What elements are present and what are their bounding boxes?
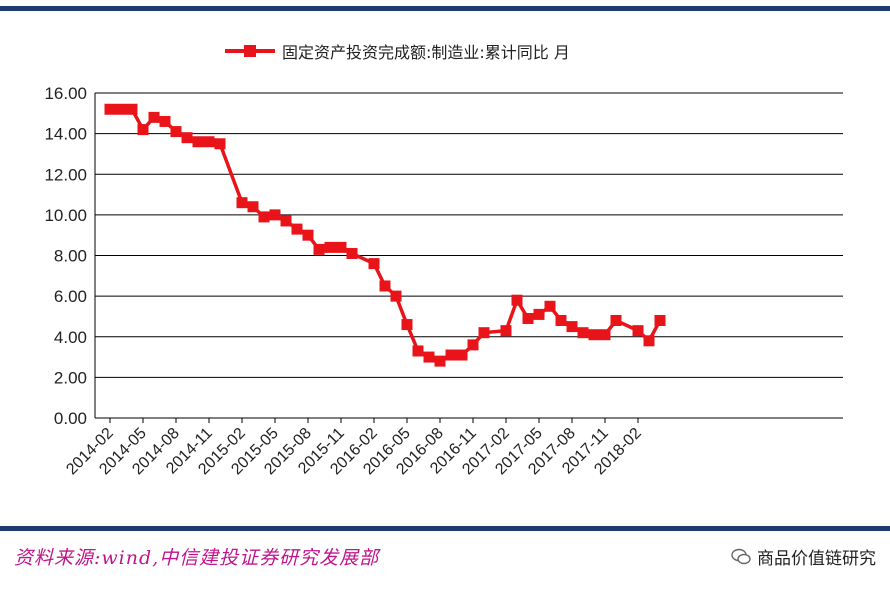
grid-lines bbox=[95, 92, 843, 378]
series-markers bbox=[104, 103, 666, 367]
data-point bbox=[269, 209, 281, 221]
data-point bbox=[456, 349, 468, 361]
data-point bbox=[247, 201, 259, 213]
data-point bbox=[302, 229, 314, 241]
y-tick-label: 6.00 bbox=[54, 287, 87, 306]
y-tick-label: 4.00 bbox=[54, 328, 87, 347]
line-chart: 0.00 2.00 4.00 6.00 8.00 10.00 12.00 14.00 16.00… bbox=[44, 43, 843, 479]
data-point bbox=[566, 321, 578, 333]
data-point bbox=[181, 132, 193, 144]
brand-label: 商品价值链研究 bbox=[731, 544, 876, 569]
data-point bbox=[324, 241, 336, 253]
data-point bbox=[368, 258, 380, 270]
y-tick-label: 12.00 bbox=[44, 165, 87, 184]
y-tick-label: 14.00 bbox=[44, 125, 87, 144]
y-tick-label: 16.00 bbox=[44, 84, 87, 103]
data-point bbox=[170, 126, 182, 138]
data-point bbox=[137, 124, 149, 136]
y-tick-label: 8.00 bbox=[54, 247, 87, 266]
x-tick-labels: 2014-022014-052014-082014-112015-022015-… bbox=[63, 425, 645, 479]
data-point bbox=[412, 345, 424, 357]
chat-bubble-icon bbox=[731, 548, 751, 565]
data-point bbox=[192, 136, 204, 148]
data-point bbox=[313, 243, 325, 255]
data-point bbox=[588, 329, 600, 341]
top-rule bbox=[0, 6, 890, 11]
data-point bbox=[544, 300, 556, 312]
data-point bbox=[236, 197, 248, 209]
data-point bbox=[390, 290, 402, 302]
data-point bbox=[335, 241, 347, 253]
data-point bbox=[533, 308, 545, 320]
data-point bbox=[599, 329, 611, 341]
data-point bbox=[203, 136, 215, 148]
data-point bbox=[214, 138, 226, 150]
data-point bbox=[104, 103, 116, 115]
source-note: 资料来源:wind,中信建投证券研究发展部 bbox=[14, 547, 380, 569]
data-point bbox=[500, 325, 512, 337]
legend: 固定资产投资完成额:制造业:累计同比 月 bbox=[225, 43, 570, 62]
y-tick-labels: 0.00 2.00 4.00 6.00 8.00 10.00 12.00 14.00 16.00 bbox=[44, 84, 87, 428]
data-point bbox=[423, 351, 435, 363]
data-point bbox=[291, 223, 303, 235]
data-point bbox=[577, 327, 589, 339]
data-point bbox=[478, 327, 490, 339]
data-point bbox=[159, 115, 171, 127]
data-point bbox=[346, 247, 358, 259]
data-point bbox=[632, 325, 644, 337]
data-point bbox=[467, 339, 479, 351]
data-point bbox=[115, 103, 127, 115]
data-point bbox=[401, 319, 413, 331]
data-point bbox=[148, 111, 160, 123]
data-point bbox=[555, 315, 567, 326]
axes bbox=[94, 93, 843, 423]
y-tick-label: 2.00 bbox=[54, 368, 87, 387]
data-point bbox=[643, 335, 655, 347]
data-point bbox=[280, 215, 292, 227]
legend-marker-swatch bbox=[244, 45, 256, 57]
data-point bbox=[511, 294, 523, 306]
data-point bbox=[654, 315, 666, 326]
brand-text: 商品价值链研究 bbox=[757, 549, 876, 569]
y-tick-label: 0.00 bbox=[54, 409, 87, 428]
data-point bbox=[258, 211, 270, 223]
data-point bbox=[610, 315, 622, 326]
legend-label: 固定资产投资完成额:制造业:累计同比 月 bbox=[282, 43, 570, 62]
y-tick-label: 10.00 bbox=[44, 206, 87, 225]
data-point bbox=[434, 355, 446, 367]
data-point bbox=[522, 312, 534, 324]
data-point bbox=[126, 103, 138, 115]
bottom-rule bbox=[0, 526, 890, 531]
data-point bbox=[379, 280, 391, 292]
data-point bbox=[445, 349, 457, 361]
